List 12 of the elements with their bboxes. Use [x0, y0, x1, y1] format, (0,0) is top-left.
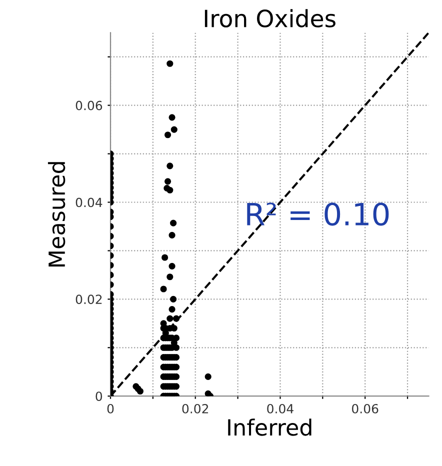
y-tick-label: 0.02: [76, 294, 102, 304]
x-tick-label: 0.02: [182, 404, 208, 414]
annotation: R² = 0.10: [247, 202, 389, 226]
chart-title: Iron Oxides: [204, 9, 336, 28]
x-tick-label: 0: [107, 404, 114, 414]
y-tick-label: 0.06: [76, 100, 102, 110]
x-axis-title: Inferred: [228, 418, 312, 436]
x-tick-label: 0.06: [352, 404, 378, 414]
y-tick-label: 0: [96, 392, 102, 402]
x-tick-label: 0.04: [267, 404, 294, 414]
y-tick-label: 0.04: [76, 198, 102, 208]
y-axis-title: Measured: [48, 162, 66, 266]
